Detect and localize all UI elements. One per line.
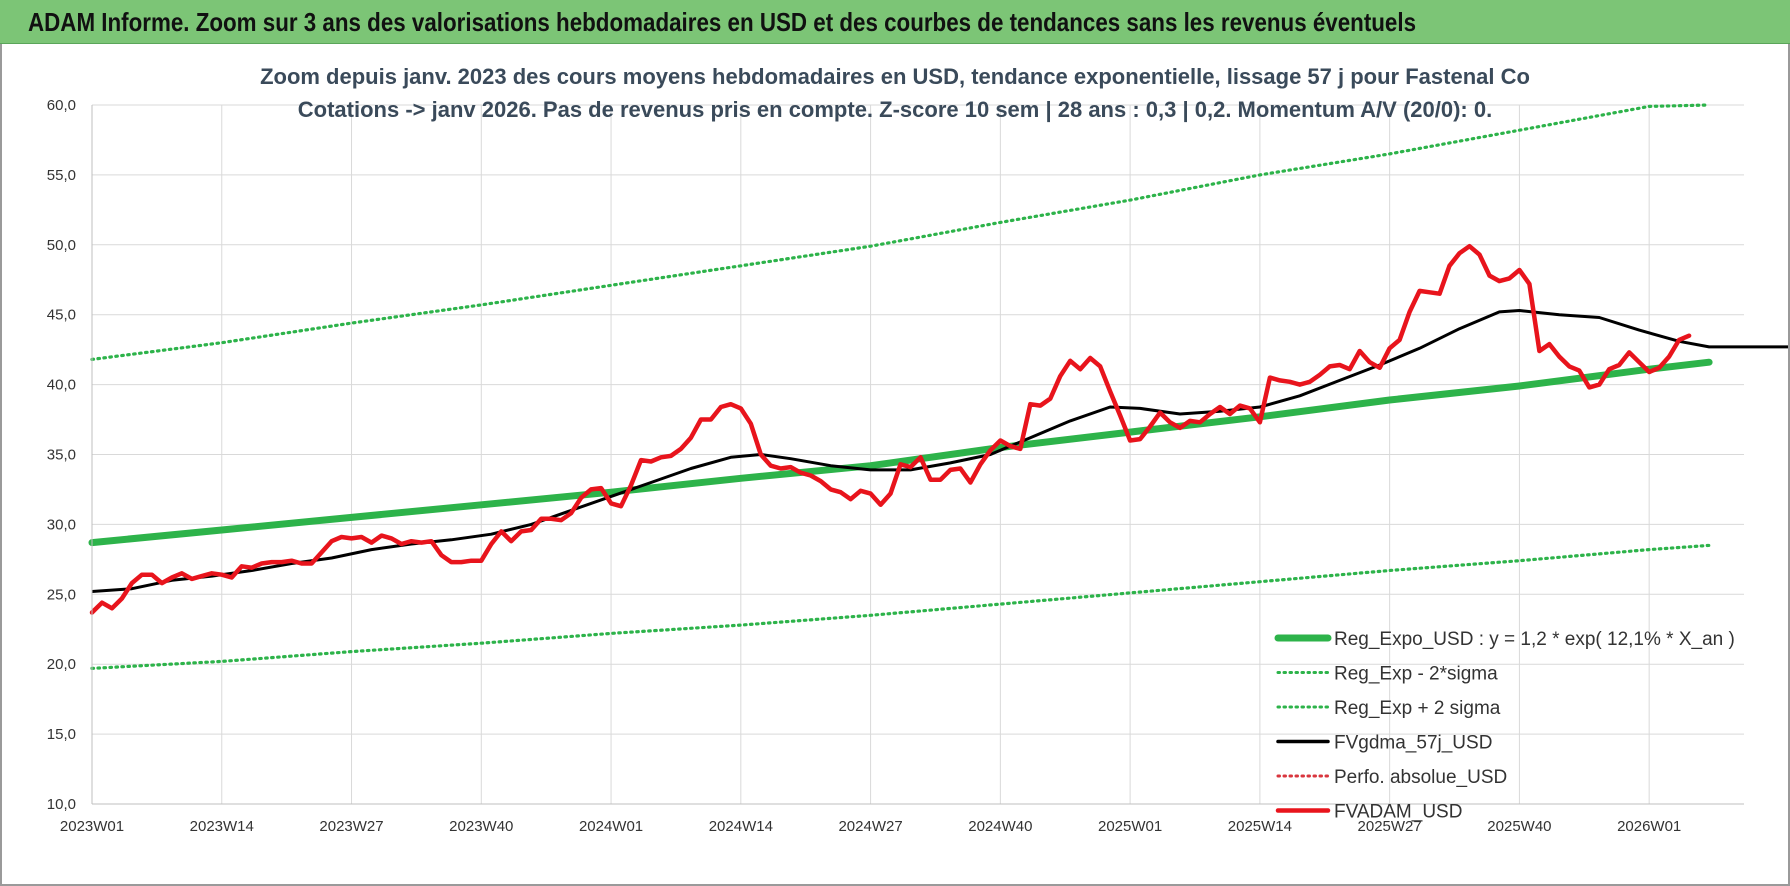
x-tick-label: 2023W27 <box>319 818 383 835</box>
y-tick-label: 50,0 <box>47 237 76 254</box>
legend-label: FVgdma_57j_USD <box>1334 733 1492 754</box>
x-tick-label: 2026W01 <box>1617 818 1681 835</box>
y-tick-label: 15,0 <box>47 726 76 743</box>
legend-label: Reg_Expo_USD : y = 1,2 * exp( 12,1% * X_… <box>1334 629 1735 650</box>
y-tick-label: 40,0 <box>47 377 76 394</box>
y-tick-label: 55,0 <box>47 167 76 184</box>
y-tick-label: 10,0 <box>47 796 76 813</box>
series-line-1 <box>90 543 1711 670</box>
chart-title: Zoom depuis janv. 2023 des cours moyens … <box>260 64 1530 122</box>
axes: 10,0 15,0 20,0 25,0 30,0 35,0 40,0 45,0 50,0 55,0… <box>47 97 1744 835</box>
legend: Reg_Expo_USD : y = 1,2 * exp( 12,1% * X_… <box>1274 629 1735 823</box>
x-tick-label: 2024W27 <box>838 818 902 835</box>
x-tick-label: 2025W14 <box>1228 818 1292 835</box>
banner: ADAM Informe. Zoom sur 3 ans des valoris… <box>0 0 1790 44</box>
y-tick-label: 35,0 <box>47 447 76 464</box>
series-line-2 <box>90 103 1711 361</box>
x-tick-label: 2023W14 <box>190 818 254 835</box>
y-tick-label: 25,0 <box>47 586 76 603</box>
chart-frame: Zoom depuis janv. 2023 des cours moyens … <box>0 44 1790 886</box>
x-tick-label: 2024W14 <box>709 818 773 835</box>
chart-title-line-2: Cotations -> janv 2026. Pas de revenus p… <box>298 97 1492 122</box>
series <box>88 103 1788 670</box>
x-tick-label: 2025W01 <box>1098 818 1162 835</box>
legend-label: Reg_Exp - 2*sigma <box>1334 664 1498 685</box>
line-chart: Zoom depuis janv. 2023 des cours moyens … <box>47 64 1788 835</box>
x-tick-label: 2025W40 <box>1487 818 1551 835</box>
y-tick-label: 30,0 <box>47 516 76 533</box>
y-tick-label: 45,0 <box>47 307 76 324</box>
y-tick-label: 20,0 <box>47 656 76 673</box>
x-tick-label: 2023W40 <box>449 818 513 835</box>
series-line-0 <box>88 358 1713 547</box>
x-tick-label: 2025W27 <box>1358 818 1422 835</box>
chart-title-line-1: Zoom depuis janv. 2023 des cours moyens … <box>260 64 1530 89</box>
legend-label: Reg_Exp + 2 sigma <box>1334 698 1501 719</box>
x-tick-label: 2023W01 <box>60 818 124 835</box>
series-line-3 <box>91 309 1788 593</box>
legend-label: Perfo. absolue_USD <box>1334 767 1507 788</box>
x-tick-label: 2024W01 <box>579 818 643 835</box>
banner-title: ADAM Informe. Zoom sur 3 ans des valoris… <box>28 7 1417 37</box>
series-line-5 <box>89 243 1692 615</box>
x-tick-label: 2024W40 <box>968 818 1032 835</box>
y-tick-label: 60,0 <box>47 97 76 114</box>
legend-label: FVADAM_USD <box>1334 802 1462 823</box>
